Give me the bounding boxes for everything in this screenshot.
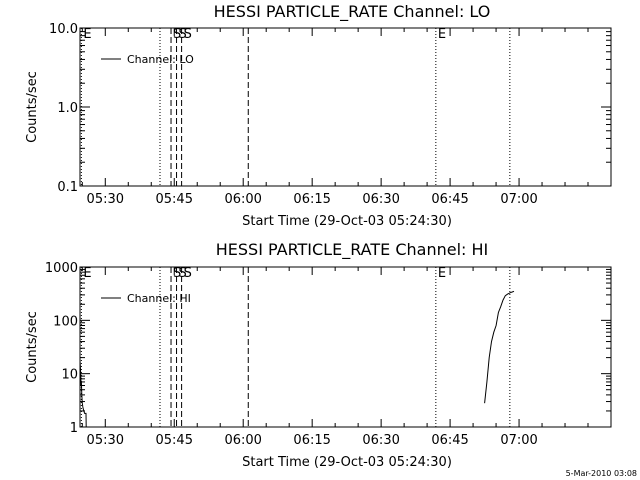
hi-y-tick-label-3: 1000: [45, 261, 78, 276]
hi-x-tick-label-3: 06:15: [293, 433, 330, 448]
hi-marker-label-6: E: [438, 266, 446, 281]
hi-marker-label-0: E: [83, 266, 91, 281]
lo-x-tick-label-6: 07:00: [500, 192, 537, 207]
lo-x-tick-label-5: 06:45: [431, 192, 468, 207]
hi-x-tick-label-1: 05:45: [156, 433, 193, 448]
hi-x-tick-label-6: 07:00: [500, 433, 537, 448]
hi-y-tick-label-1: 10: [61, 368, 78, 383]
lo-x-axis-title: Start Time (29-Oct-03 05:24:30): [242, 214, 452, 229]
hi-x-tick-label-4: 06:30: [362, 433, 399, 448]
lo-y-tick-label-0: 0.1: [57, 180, 78, 195]
hi-panel-title: HESSI PARTICLE_RATE Channel: HI: [216, 240, 489, 260]
hi-plot-frame: [79, 266, 612, 428]
creation-timestamp: 5-Mar-2010 03:08: [566, 469, 637, 478]
lo-marker-label-6: E: [438, 27, 446, 42]
lo-marker-label-4: S: [184, 27, 192, 42]
lo-marker-label-0: E: [83, 27, 91, 42]
lo-x-tick-label-1: 05:45: [156, 192, 193, 207]
lo-x-tick-label-2: 06:00: [224, 192, 261, 207]
hi-marker-label-4: S: [184, 266, 192, 281]
lo-marker-label-3: S: [179, 27, 187, 42]
hi-marker-label-2: S: [173, 266, 181, 281]
lo-y-axis-title: Counts/sec: [25, 71, 40, 143]
lo-legend-label: Channel: LO: [127, 53, 194, 66]
lo-panel-title: HESSI PARTICLE_RATE Channel: LO: [214, 2, 491, 22]
lo-legend: Channel: LO: [101, 53, 194, 66]
lo-channel-panel: HESSI PARTICLE_RATE Channel: LO E SSS E 05…: [25, 2, 612, 229]
hi-x-tick-label-5: 06:45: [431, 433, 468, 448]
lo-marker-label-2: S: [173, 27, 181, 42]
lo-x-tick-label-4: 06:30: [362, 192, 399, 207]
hi-y-axis-title: Counts/sec: [25, 311, 40, 383]
hi-marker-label-3: S: [179, 266, 187, 281]
hi-legend-label: Channel: HI: [127, 292, 191, 305]
hi-x-tick-label-2: 06:00: [224, 433, 261, 448]
lo-y-tick-label-1: 1.0: [57, 101, 78, 116]
hi-y-tick-label-2: 100: [53, 314, 78, 329]
lo-y-tick-label-2: 10.0: [49, 22, 78, 37]
hi-x-axis-title: Start Time (29-Oct-03 05:24:30): [242, 455, 452, 470]
hi-series-line-0: [79, 360, 90, 428]
hi-x-tick-label-0: 05:30: [87, 433, 124, 448]
hi-y-tick-label-0: 1: [70, 421, 78, 436]
lo-x-tick-label-3: 06:15: [293, 192, 330, 207]
hi-series-line-1: [484, 290, 515, 404]
hi-legend: Channel: HI: [101, 292, 191, 305]
lo-x-tick-label-0: 05:30: [87, 192, 124, 207]
hi-channel-panel: HESSI PARTICLE_RATE Channel: HI E SSS E 05…: [25, 240, 612, 470]
